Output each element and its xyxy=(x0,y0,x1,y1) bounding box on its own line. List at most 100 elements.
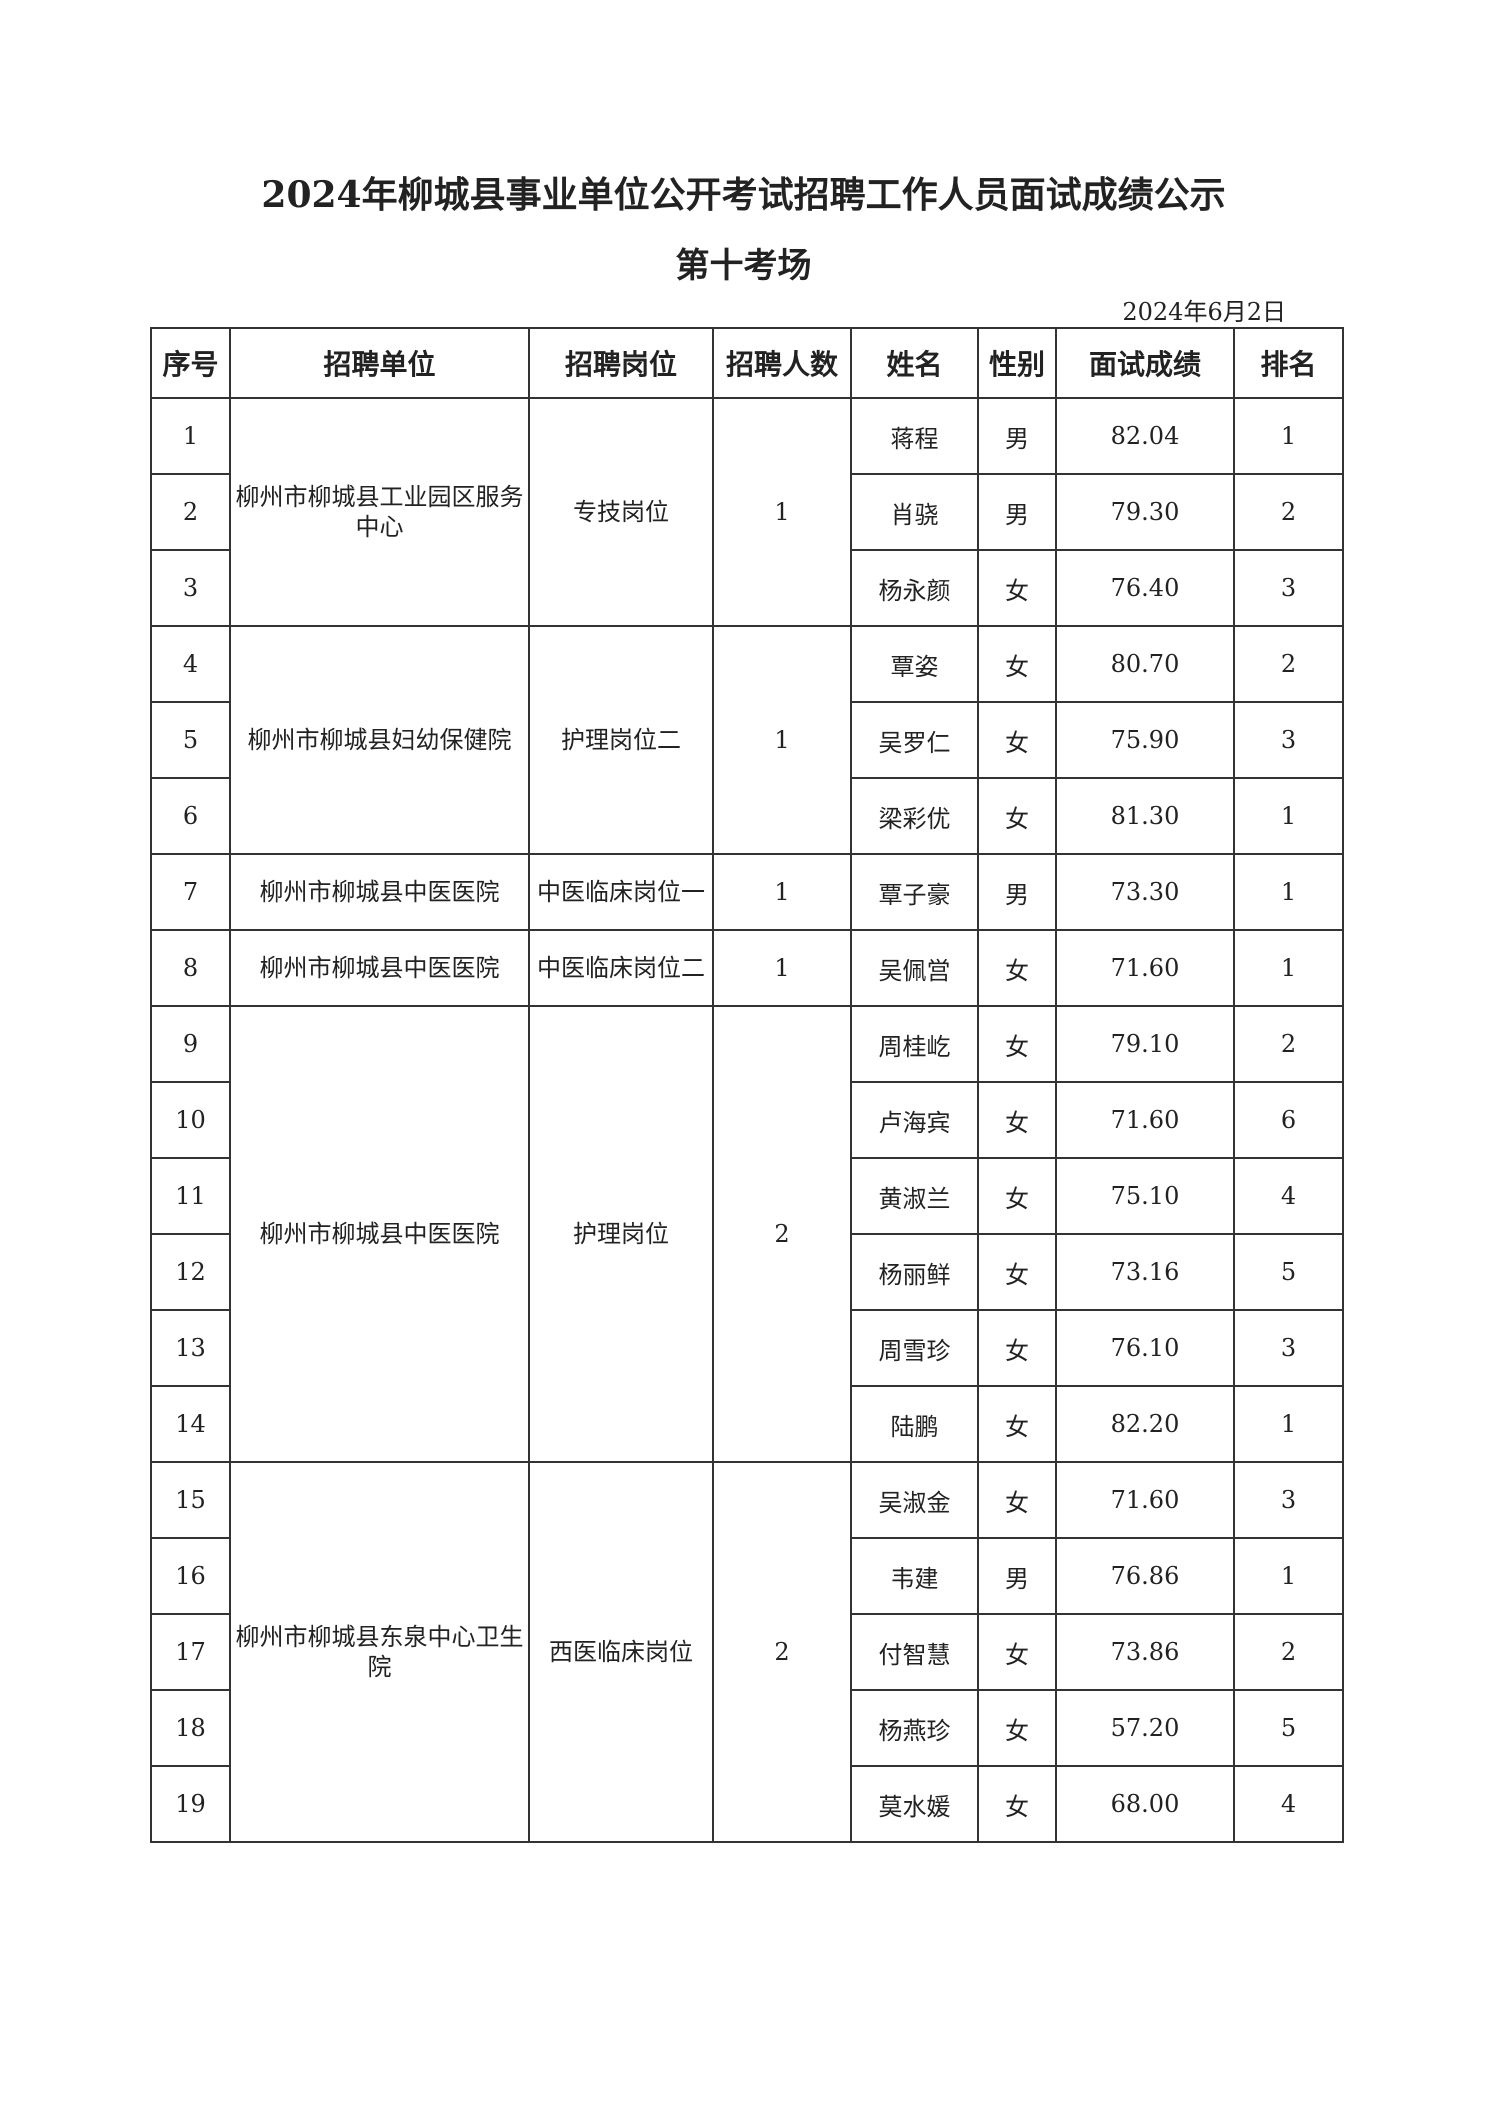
row-number: 9 xyxy=(150,1005,231,1083)
candidate-gender: 女 xyxy=(977,929,1057,1007)
header-rank: 排名 xyxy=(1233,327,1344,399)
candidate-name: 杨燕珍 xyxy=(850,1689,979,1767)
candidate-name: 杨永颜 xyxy=(850,549,979,627)
candidate-name: 蒋程 xyxy=(850,397,979,475)
candidate-gender: 男 xyxy=(977,853,1057,931)
candidate-name: 肖骁 xyxy=(850,473,979,551)
row-number: 1 xyxy=(150,397,231,475)
table-row: 13 周雪珍女 76.10 3 xyxy=(150,1309,1344,1387)
interview-score: 76.40 xyxy=(1055,549,1235,627)
table-row: 12 杨丽鲜女 73.16 5 xyxy=(150,1233,1344,1311)
recruiting-unit: 柳州市柳城县中医医院 xyxy=(229,929,530,1007)
interview-score: 82.04 xyxy=(1055,397,1235,475)
candidate-name: 覃姿 xyxy=(850,625,979,703)
row-number: 18 xyxy=(150,1689,231,1767)
candidate-name: 陆鹏 xyxy=(850,1385,979,1463)
row-number: 14 xyxy=(150,1385,231,1463)
table-row: 14 陆鹏女 82.20 1 xyxy=(150,1385,1344,1463)
recruit-count: 1 xyxy=(712,397,852,627)
recruit-count: 1 xyxy=(712,929,852,1007)
table-row: 15 柳州市柳城县东泉中心卫生院 西医临床岗位 2 吴淑金女 71.60 3 xyxy=(150,1461,1344,1843)
recruiting-unit: 柳州市柳城县工业园区服务中心 xyxy=(229,397,530,627)
candidate-gender: 女 xyxy=(977,1765,1057,1843)
row-number: 4 xyxy=(150,625,231,703)
candidate-gender: 女 xyxy=(977,549,1057,627)
candidate-name: 周桂屹 xyxy=(850,1005,979,1083)
rank: 1 xyxy=(1233,1537,1344,1615)
header-name: 姓名 xyxy=(850,327,979,399)
rank: 1 xyxy=(1233,397,1344,475)
rank: 2 xyxy=(1233,473,1344,551)
rank: 1 xyxy=(1233,1385,1344,1463)
row-number: 8 xyxy=(150,929,231,1007)
candidate-gender: 男 xyxy=(977,1537,1057,1615)
header-score: 面试成绩 xyxy=(1055,327,1235,399)
row-number: 7 xyxy=(150,853,231,931)
candidate-name: 吴淑金 xyxy=(850,1461,979,1539)
recruiting-unit: 柳州市柳城县中医医院 xyxy=(229,853,530,931)
candidate-name: 吴佩営 xyxy=(850,929,979,1007)
recruiting-post: 中医临床岗位二 xyxy=(528,929,714,1007)
row-number: 19 xyxy=(150,1765,231,1843)
header-unit: 招聘单位 xyxy=(229,327,530,399)
table-row: 8 柳州市柳城县中医医院 中医临床岗位二 1 吴佩営女 71.60 1 xyxy=(150,929,1344,1007)
recruiting-post: 护理岗位二 xyxy=(528,625,714,855)
interview-score: 81.30 xyxy=(1055,777,1235,855)
recruiting-unit: 柳州市柳城县东泉中心卫生院 xyxy=(229,1461,530,1843)
header-post: 招聘岗位 xyxy=(528,327,714,399)
row-number: 2 xyxy=(150,473,231,551)
candidate-gender: 女 xyxy=(977,1005,1057,1083)
candidate-name: 韦建 xyxy=(850,1537,979,1615)
row-number: 17 xyxy=(150,1613,231,1691)
results-table: 序号 招聘单位 招聘岗位 招聘人数 姓名 性别 面试成绩 排名 1 柳州市柳城县工… xyxy=(150,327,1344,1843)
recruit-count: 2 xyxy=(712,1005,852,1463)
interview-score: 57.20 xyxy=(1055,1689,1235,1767)
interview-score: 73.86 xyxy=(1055,1613,1235,1691)
interview-score: 75.90 xyxy=(1055,701,1235,779)
interview-score: 76.10 xyxy=(1055,1309,1235,1387)
table-row: 11 黄淑兰女 75.10 4 xyxy=(150,1157,1344,1235)
table-row: 17 付智慧女 73.86 2 xyxy=(150,1613,1344,1691)
candidate-name: 覃子豪 xyxy=(850,853,979,931)
recruiting-post: 中医临床岗位一 xyxy=(528,853,714,931)
interview-score: 79.30 xyxy=(1055,473,1235,551)
interview-score: 71.60 xyxy=(1055,1461,1235,1539)
document-subtitle: 第十考场 xyxy=(675,246,812,286)
candidate-gender: 男 xyxy=(977,473,1057,551)
publish-date: 2024年6月2日 xyxy=(1122,298,1286,326)
table-row: 3 杨永颜女 76.40 3 xyxy=(150,549,1344,627)
candidate-name: 黄淑兰 xyxy=(850,1157,979,1235)
rank: 2 xyxy=(1233,1613,1344,1691)
interview-score: 73.16 xyxy=(1055,1233,1235,1311)
row-number: 11 xyxy=(150,1157,231,1235)
table-row: 4 柳州市柳城县妇幼保健院 护理岗位二 1 覃姿女 80.70 2 xyxy=(150,625,1344,855)
candidate-gender: 女 xyxy=(977,625,1057,703)
interview-score: 73.30 xyxy=(1055,853,1235,931)
rank: 5 xyxy=(1233,1689,1344,1767)
table-row: 6 梁彩优女 81.30 1 xyxy=(150,777,1344,855)
recruit-count: 2 xyxy=(712,1461,852,1843)
interview-score: 76.86 xyxy=(1055,1537,1235,1615)
interview-score: 75.10 xyxy=(1055,1157,1235,1235)
table-row: 7 柳州市柳城县中医医院 中医临床岗位一 1 覃子豪男 73.30 1 xyxy=(150,853,1344,931)
recruit-count: 1 xyxy=(712,853,852,931)
recruiting-post: 专技岗位 xyxy=(528,397,714,627)
candidate-name: 周雪珍 xyxy=(850,1309,979,1387)
table-row: 16 韦建男 76.86 1 xyxy=(150,1537,1344,1615)
candidate-gender: 女 xyxy=(977,1461,1057,1539)
rank: 3 xyxy=(1233,701,1344,779)
header-count: 招聘人数 xyxy=(712,327,852,399)
recruiting-post: 西医临床岗位 xyxy=(528,1461,714,1843)
table-row: 1 柳州市柳城县工业园区服务中心 专技岗位 1 蒋程男 82.04 1 xyxy=(150,397,1344,627)
rank: 5 xyxy=(1233,1233,1344,1311)
recruiting-unit: 柳州市柳城县妇幼保健院 xyxy=(229,625,530,855)
candidate-gender: 女 xyxy=(977,1081,1057,1159)
candidate-gender: 女 xyxy=(977,1385,1057,1463)
rank: 3 xyxy=(1233,549,1344,627)
candidate-gender: 男 xyxy=(977,397,1057,475)
row-number: 16 xyxy=(150,1537,231,1615)
rank: 1 xyxy=(1233,929,1344,1007)
document-title: 2024年柳城县事业单位公开考试招聘工作人员面试成绩公示 xyxy=(261,174,1226,216)
rank: 1 xyxy=(1233,777,1344,855)
rank: 3 xyxy=(1233,1461,1344,1539)
